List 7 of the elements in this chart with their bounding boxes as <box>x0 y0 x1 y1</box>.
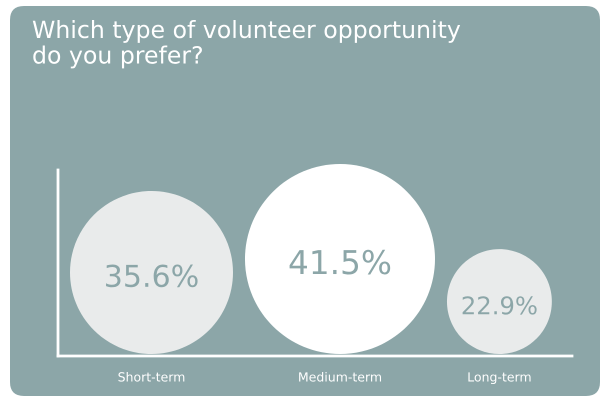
category-label: Short-term <box>118 372 184 382</box>
text: Which type of volunteer opportunity do you prefer? <box>32 20 460 68</box>
data-label: 22.9% <box>462 296 537 315</box>
data-label: 41.5% <box>290 250 390 274</box>
category-label: Long-term <box>468 372 531 384</box>
category-label: Medium-term <box>299 372 382 382</box>
data-label: 35.6% <box>106 264 198 288</box>
